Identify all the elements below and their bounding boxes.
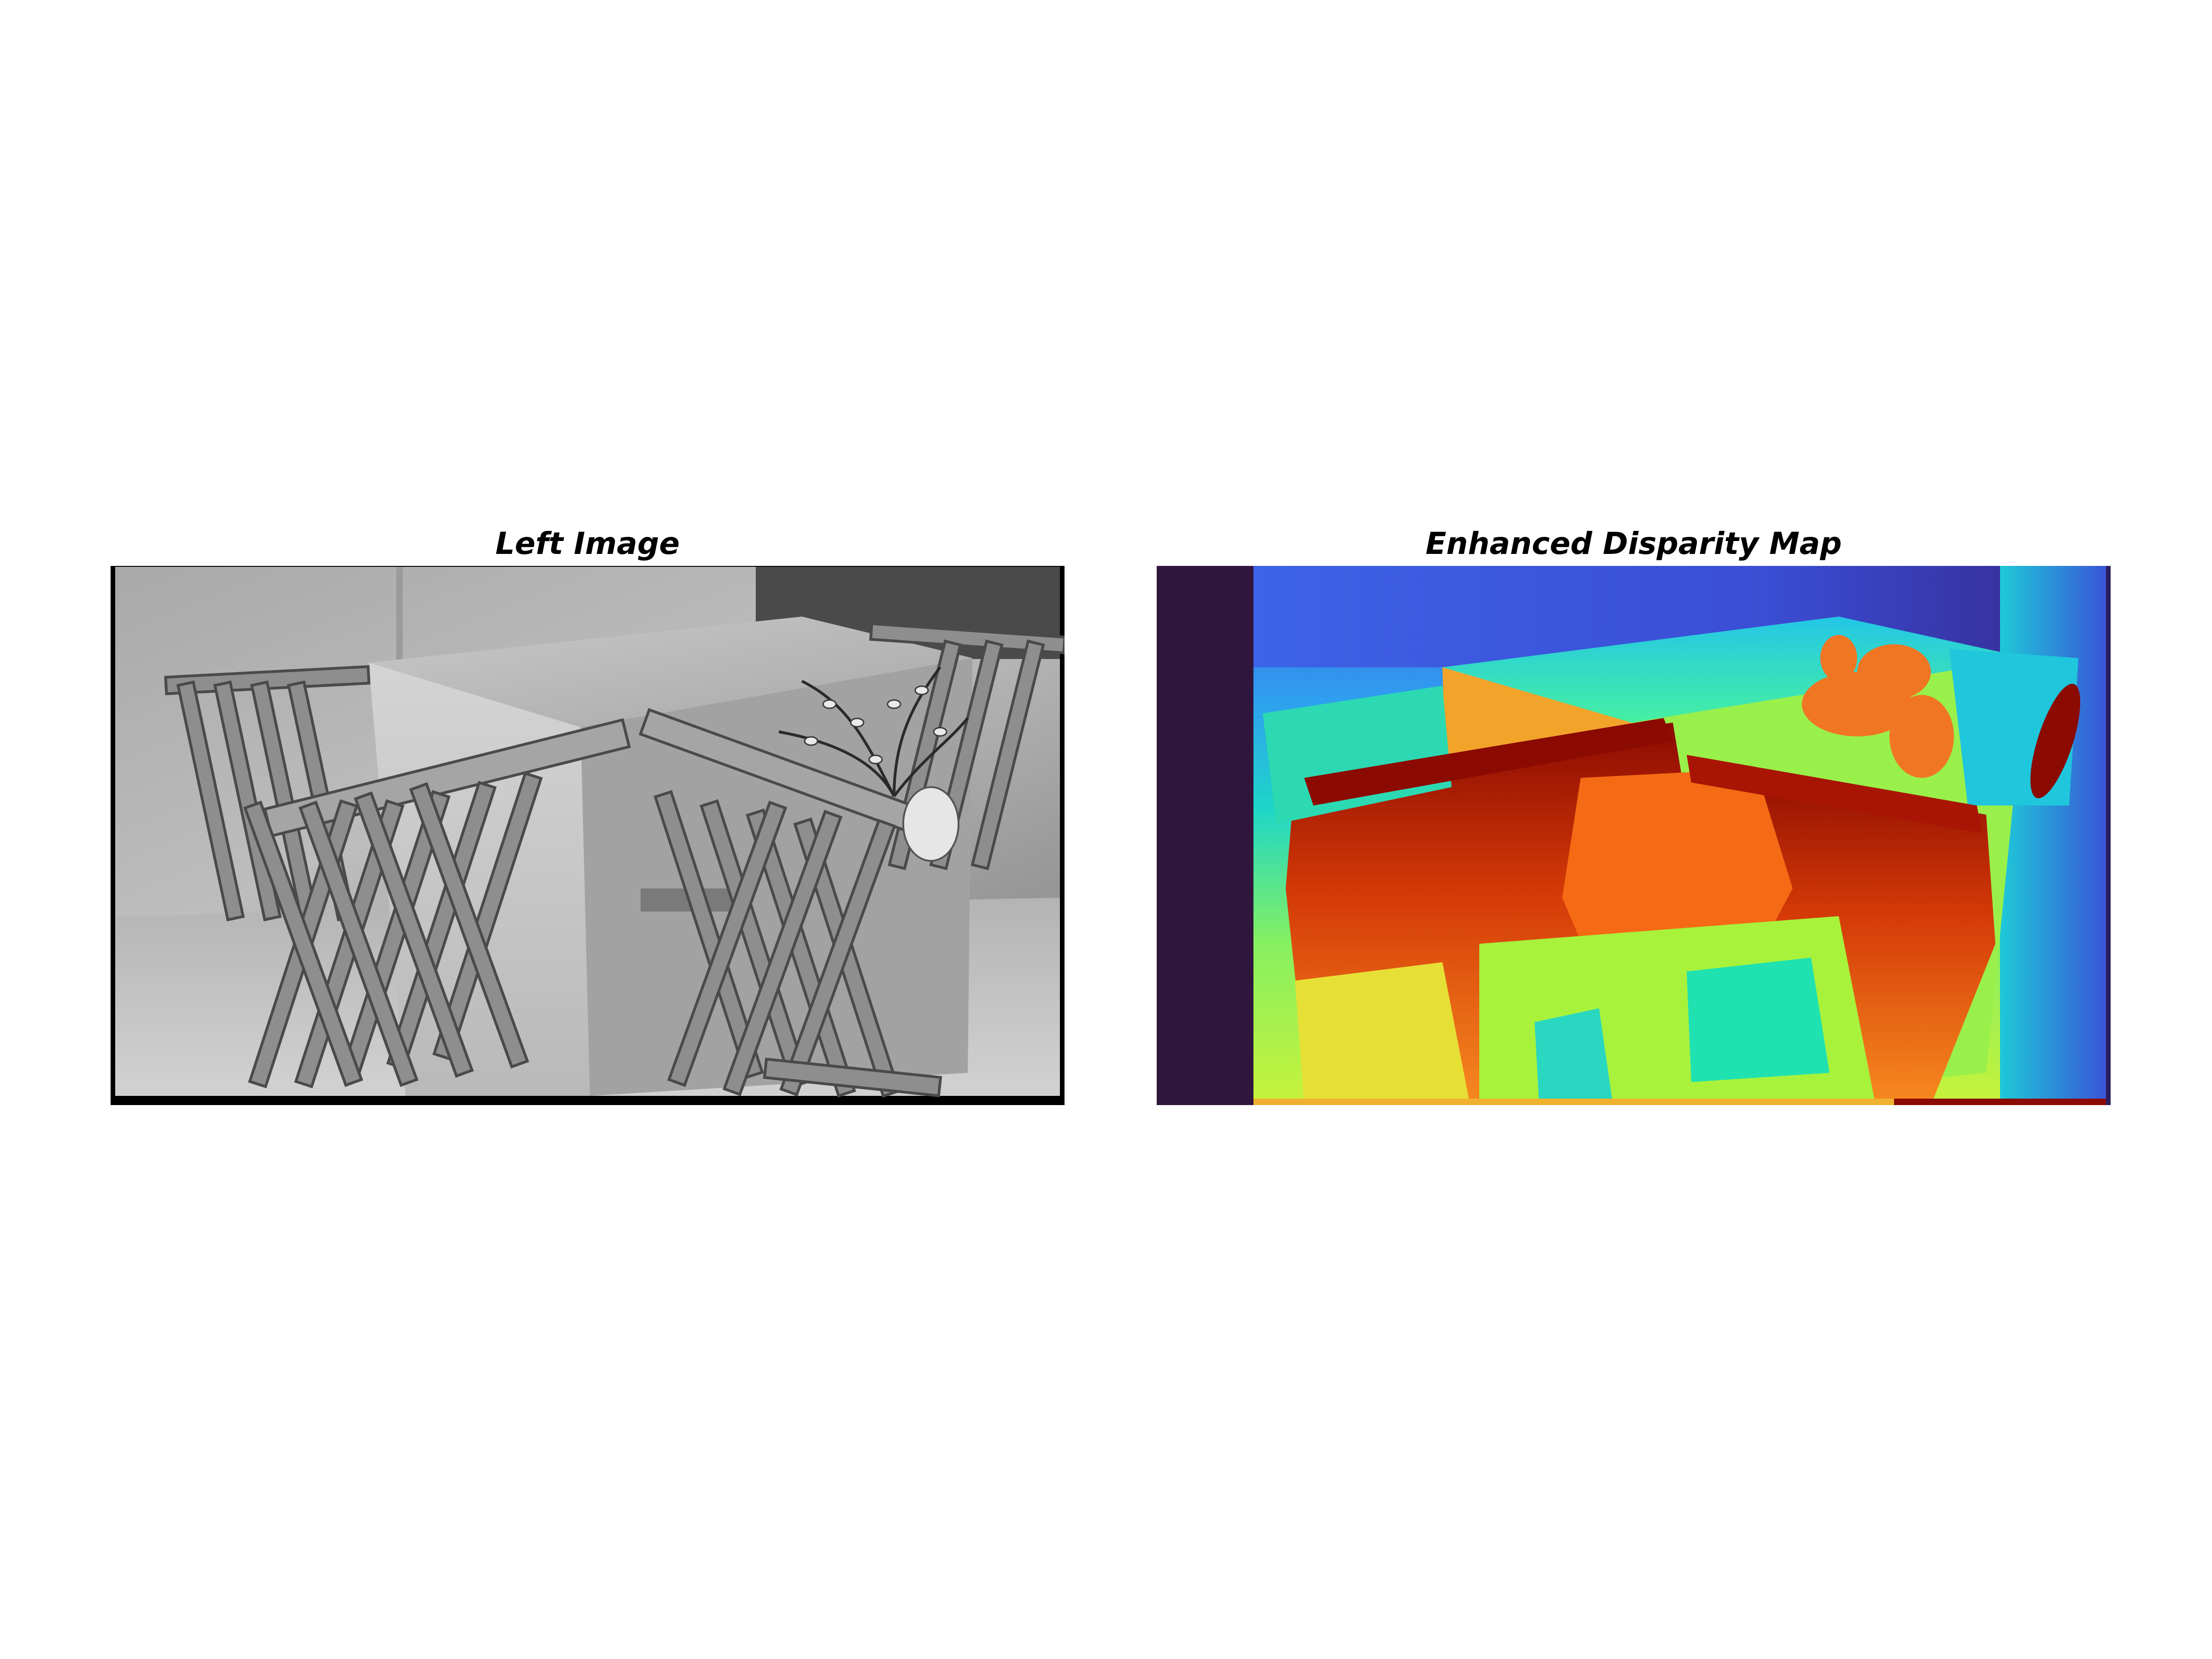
left-grayscale-photo	[111, 566, 1065, 1105]
floor-cyan-2	[1535, 1008, 1613, 1105]
vase-near	[2030, 683, 2081, 799]
chair-top-rail	[1304, 718, 1673, 806]
table-surface	[1442, 617, 2028, 723]
left-chair	[164, 665, 631, 1088]
bottom-edge-line-red	[1894, 1099, 2106, 1105]
plant-buds	[804, 685, 947, 765]
floor-yellow	[1295, 962, 1470, 1105]
invalid-strip	[1157, 566, 1253, 1105]
floor-cyan-1	[1687, 958, 1830, 1082]
plant-blob	[1802, 635, 1954, 778]
right-edge	[2000, 566, 2111, 1105]
left-image-title: Left Image	[495, 526, 680, 561]
photo-bottom-border	[111, 1096, 1065, 1105]
disparity-map-panel: Enhanced Disparity Map	[1157, 525, 2111, 1129]
disparity-map-title: Enhanced Disparity Map	[1425, 526, 1842, 561]
vase	[902, 786, 959, 862]
right-border	[2106, 566, 2111, 1105]
box-top	[369, 617, 972, 727]
bottom-edge-line	[1253, 1099, 1991, 1105]
disparity-heatmap	[1157, 566, 2111, 1105]
chair-top-rail-right	[1687, 755, 1982, 833]
left-image-panel: Left Image	[111, 525, 1065, 1129]
